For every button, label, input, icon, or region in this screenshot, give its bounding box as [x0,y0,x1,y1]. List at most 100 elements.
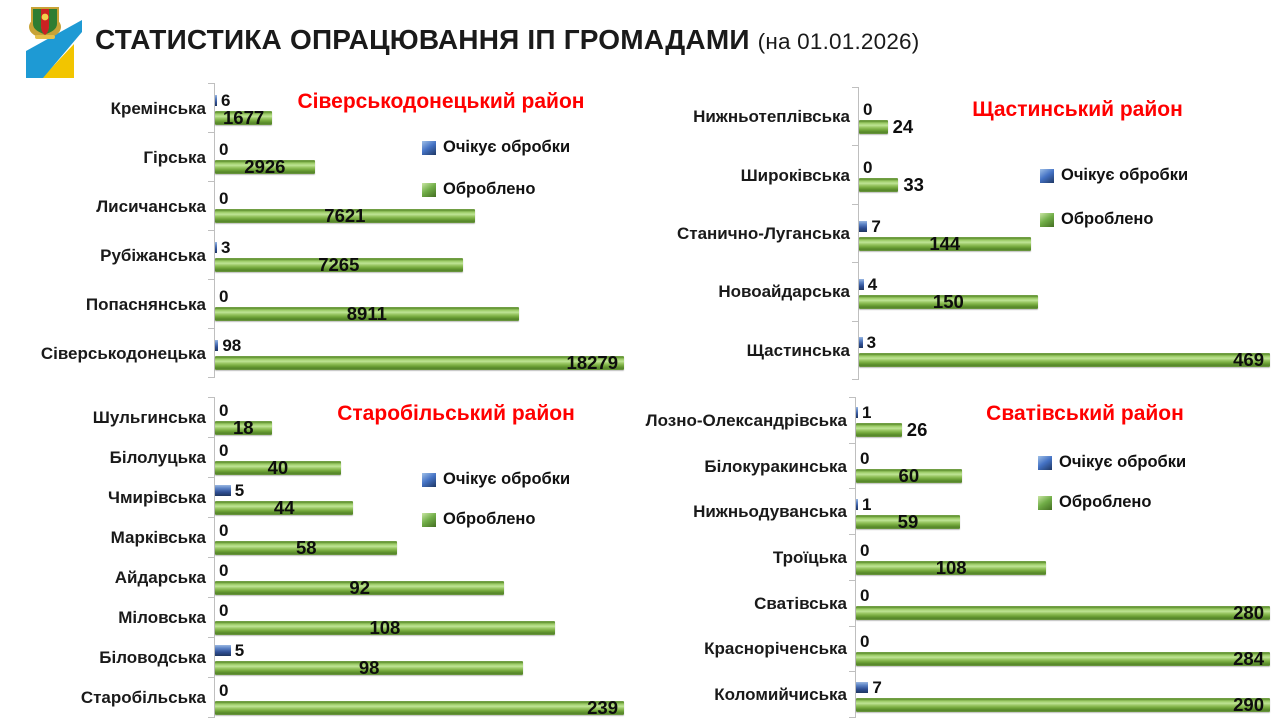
chart-title: Сіверськодонецький район [297,90,585,113]
chart-row: Щастинська 3 469 [645,320,1270,381]
pending-bar [856,407,858,419]
pending-bar-track: 0 [856,542,1270,559]
legend-item-pending: Очікує обробки [422,470,570,489]
row-plot: 7 290 [849,671,1270,719]
processed-value: 59 [897,510,919,532]
processed-value: 8911 [346,303,387,324]
pending-value: 0 [860,631,870,651]
category-label: Коломийчиська [714,685,847,705]
row-plot: 0 18 [208,397,624,438]
processed-value: 7621 [324,205,366,226]
chart-row: Попаснянська 0 8911 [8,279,624,329]
processed-value: 150 [932,290,964,312]
row-plot: 0 7621 [208,181,624,231]
flag-emblem-icon [26,7,82,78]
pending-value: 6 [221,91,231,110]
pending-value: 0 [863,158,873,178]
legend-item-processed: Оброблено [422,180,570,199]
pending-value: 0 [863,99,873,119]
category-label: Кремінська [110,98,206,118]
processed-value: 290 [1233,693,1264,715]
pending-value: 3 [866,333,877,353]
category-label: Попаснянська [85,294,206,314]
row-plot: 0 239 [208,677,624,718]
pending-bar-track: 0 [856,450,1270,467]
processed-bar [215,420,272,435]
row-plot: 0 108 [208,597,624,638]
pending-bar [856,498,858,510]
category-label: Нижньотеплівська [693,107,850,127]
processed-bar-track: 33 [859,174,1270,195]
pending-bar-track: 1 [856,496,1270,513]
processed-bar [859,294,1038,309]
row-plot: 0 284 [849,625,1270,673]
row-plot: 1 59 [849,488,1270,536]
chart-row: Троїцька 0 108 [640,534,1270,581]
pending-bar-track: 0 [215,522,624,539]
category-label: Рубіжанська [100,245,206,265]
processed-value: 40 [267,456,289,478]
plot-area: Шульгинська 0 18 Білолуцька 0 40 Чмирівська 5 44… [8,397,624,718]
row-plot: 5 44 [208,477,624,518]
pending-value: 98 [222,336,242,355]
chart-row: Білокуракинська 0 60 [640,442,1270,490]
legend-label: Очікує обробки [443,470,571,488]
row-plot: 98 18279 [208,328,624,378]
processed-bar [859,178,899,193]
processed-bar [856,697,1270,712]
chart-row: Кремінська 6 1677 [8,83,624,133]
chart-row: Чмирівська 5 44 [8,477,624,518]
processed-bar-track: 44 [215,497,624,518]
pending-bar-track: 0 [215,682,624,699]
legend-item-processed: Оброблено [422,510,570,529]
category-label: Білолуцька [109,448,206,467]
processed-value: 58 [295,536,317,558]
row-plot: 3 469 [852,320,1270,381]
pending-bar-track: 0 [856,633,1270,650]
legend-item-pending: Очікує обробки [1038,453,1186,472]
processed-value: 280 [1233,602,1264,624]
plot-area: Лозно-Олександрівська 1 26 Білокуракинська 0… [640,397,1270,719]
chart-legend: Очікує обробки Оброблено [422,138,570,199]
pending-bar [856,681,869,693]
page-title: СТАТИСТИКА ОПРАЦЮВАННЯ ІП ГРОМАДАМИ (на … [95,24,919,56]
legend-label: Оброблено [1061,210,1154,228]
category-label: Станично-Луганська [676,224,850,244]
processed-bar-track: 280 [856,602,1270,623]
category-label: Міловська [118,608,206,627]
chart-row: Нижньотеплівська 0 24 [645,86,1270,147]
processed-value: 98 [358,656,380,678]
pending-bar-track: 4 [859,276,1270,293]
chart-title: Старобільський район [337,402,575,425]
pending-swatch-icon [1040,168,1054,183]
legend-item-processed: Оброблено [1040,210,1188,229]
legend-label: Оброблено [1059,493,1152,511]
chart-legend: Очікує обробки Оброблено [422,470,570,529]
processed-bar-track: 7621 [215,205,624,226]
chart-row: Лозно-Олександрівська 1 26 [640,397,1270,444]
processed-value: 24 [892,115,914,137]
pending-value: 1 [862,494,872,514]
pending-value: 0 [219,440,229,460]
processed-value: 108 [369,616,401,638]
chart-row: Сватівська 0 280 [640,579,1270,627]
processed-bar [215,209,475,223]
pending-value: 5 [234,640,245,660]
category-label: Сіверськодонецька [40,343,206,363]
processed-bar [215,258,463,272]
processed-swatch-icon [1040,212,1054,227]
processed-bar-track: 150 [859,291,1270,312]
category-label: Сватівська [754,593,847,613]
chart-row: Білолуцька 0 40 [8,437,624,478]
pending-bar-track: 7 [856,679,1270,696]
category-label: Шульгинська [92,408,206,427]
processed-bar-track: 108 [215,617,624,638]
pending-value: 0 [219,400,229,420]
pending-bar-track: 7 [859,218,1270,235]
pending-bar-track: 3 [215,239,624,256]
category-label: Лисичанська [96,196,206,216]
category-label: Щастинська [746,340,850,360]
row-plot: 0 40 [208,437,624,478]
pending-value: 0 [219,287,229,306]
page-title-date: (на 01.01.2026) [757,29,920,54]
